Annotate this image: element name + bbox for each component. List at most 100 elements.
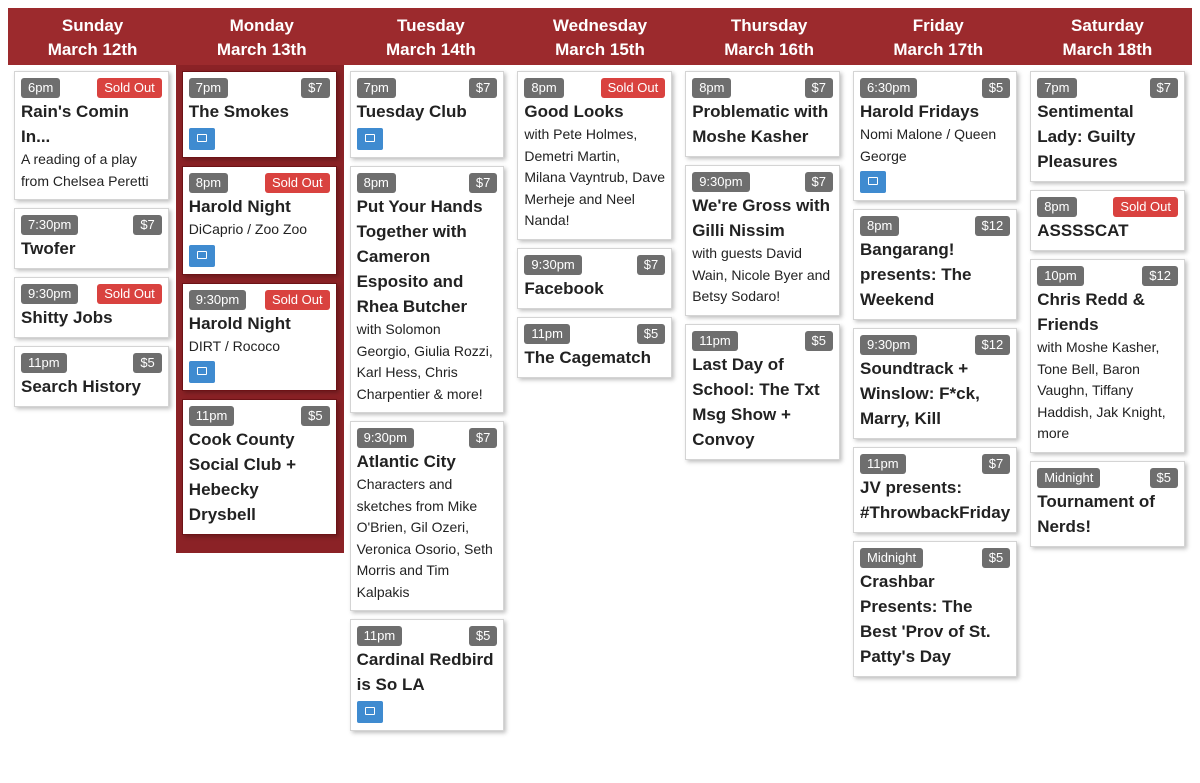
event-card[interactable]: 11pm $5 Search History — [14, 346, 169, 407]
event-title: Twofer — [21, 239, 76, 258]
price-badge: $12 — [974, 335, 1011, 355]
time-badge: 8pm — [188, 173, 229, 193]
calendar: Sunday March 12th Monday March 13th Tuesday M… — [8, 8, 1192, 778]
event-card[interactable]: 8pm Sold Out Harold Night DiCaprio / Zoo Zo… — [181, 166, 337, 275]
day-column: 6:30pm $5 Harold Fridays Nomi Malone / Quee… — [847, 65, 1024, 691]
time-badge: 7pm — [356, 78, 396, 98]
event-card[interactable]: Midnight $5 Crashbar Presents: The Best 'P… — [852, 541, 1018, 677]
ticket-icon[interactable] — [356, 701, 383, 723]
day-date: March 15th — [555, 40, 645, 59]
time-badge: 7:30pm — [21, 215, 79, 235]
event-description: DiCaprio / Zoo Zoo — [188, 221, 308, 237]
event-card[interactable]: 8pm $12 Bangarang! presents: The Weekend — [852, 209, 1018, 320]
ticket-icon[interactable] — [188, 244, 215, 267]
event-meta: 8pm Sold Out — [188, 173, 330, 193]
event-title: Last Day of School: The Txt Msg Show + C… — [692, 354, 820, 449]
ticket-icon[interactable] — [188, 128, 215, 150]
event-card[interactable]: 7pm $7 Tuesday Club — [349, 71, 505, 158]
event-meta: 6pm Sold Out — [21, 78, 162, 98]
ticket-icon[interactable] — [188, 361, 215, 383]
event-description: with Solomon Georgio, Giulia Rozzi, Karl… — [356, 321, 493, 402]
event-title: We're Gross with Gilli Nissim — [692, 196, 831, 240]
day-date: March 14th — [385, 40, 476, 59]
event-meta: 8pm Sold Out — [524, 78, 666, 98]
event-title: Problematic with Moshe Kasher — [692, 102, 829, 146]
time-badge: 6pm — [21, 78, 61, 98]
day-column: 7pm $7 The Smokes 8pm Sold Out Harold Night Di… — [175, 65, 344, 553]
price-badge: $7 — [301, 78, 330, 98]
event-card[interactable]: Midnight $5 Tournament of Nerds! — [1030, 460, 1185, 547]
time-badge: 8pm — [692, 78, 732, 98]
time-badge: 11pm — [21, 353, 67, 373]
time-badge: 8pm — [1037, 197, 1077, 217]
event-title: Good Looks — [524, 102, 624, 121]
event-description: Characters and sketches from Mike O'Brie… — [356, 476, 493, 600]
event-card[interactable]: 11pm $5 The Cagematch — [517, 316, 673, 378]
event-card[interactable]: 11pm $5 Cardinal Redbird is So LA — [349, 619, 505, 731]
price-badge: $7 — [468, 428, 498, 448]
price-badge: $5 — [468, 626, 498, 646]
event-card[interactable]: 9:30pm Sold Out Harold Night DIRT / Rococo — [181, 282, 337, 391]
event-card[interactable]: 6:30pm $5 Harold Fridays Nomi Malone / Quee… — [852, 71, 1018, 201]
time-badge: 9:30pm — [188, 289, 247, 310]
event-description: with guests David Wain, Nicole Byer and … — [692, 245, 831, 304]
time-badge: 9:30pm — [692, 172, 750, 192]
day-header: Thursday March 16th — [685, 8, 854, 65]
price-badge: $5 — [133, 353, 162, 373]
event-card[interactable]: 10pm $12 Chris Redd & Friends with Moshe Ka… — [1030, 259, 1185, 453]
event-card[interactable]: 11pm $5 Last Day of School: The Txt Msg Sh… — [685, 323, 840, 460]
event-description: with Moshe Kasher, Tone Bell, Baron Vaug… — [1037, 339, 1166, 441]
event-meta: Midnight $5 — [859, 548, 1011, 568]
sold-out-badge: Sold Out — [265, 289, 330, 310]
event-card[interactable]: 9:30pm $7 Atlantic City Characters and sket… — [349, 421, 505, 611]
event-meta: 8pm $7 — [692, 78, 833, 98]
day-header: Friday March 17th — [854, 8, 1023, 65]
event-card[interactable]: 8pm Sold Out ASSSSCAT — [1030, 190, 1185, 251]
event-card[interactable]: 9:30pm $7 We're Gross with Gilli Nissim wit… — [685, 165, 840, 316]
event-meta: 7pm $7 — [356, 78, 498, 98]
event-card[interactable]: 7pm $7 The Smokes — [181, 71, 337, 158]
event-title: ASSSSCAT — [1037, 221, 1129, 240]
ticket-icon[interactable] — [859, 171, 886, 193]
event-title: Sentimental Lady: Guilty Pleasures — [1037, 102, 1136, 171]
event-title: Harold Night — [188, 313, 291, 333]
day-name: Tuesday — [396, 16, 465, 35]
ticket-icon[interactable] — [356, 128, 383, 150]
event-title: Crashbar Presents: The Best 'Prov of St.… — [859, 572, 991, 666]
event-card[interactable]: 9:30pm $12 Soundtrack + Winslow: F*ck, Mar… — [852, 328, 1018, 439]
event-card[interactable]: 9:30pm $7 Facebook — [517, 247, 673, 309]
time-badge: 11pm — [692, 330, 738, 351]
time-badge: 7pm — [188, 78, 229, 98]
event-meta: 7:30pm $7 — [21, 215, 162, 235]
sold-out-badge: Sold Out — [97, 78, 162, 98]
day-name: Friday — [912, 16, 964, 35]
event-card[interactable]: 8pm $7 Problematic with Moshe Kasher — [685, 71, 840, 157]
event-title: Soundtrack + Winslow: F*ck, Marry, Kill — [859, 359, 980, 428]
event-card[interactable]: 7pm $7 Sentimental Lady: Guilty Pleasures — [1030, 71, 1185, 182]
event-card[interactable]: 8pm $7 Put Your Hands Together with Camero… — [349, 166, 505, 413]
event-title: Tournament of Nerds! — [1037, 491, 1155, 536]
event-meta: 8pm $7 — [356, 173, 498, 193]
calendar-header: Sunday March 12th Monday March 13th Tuesday M… — [8, 8, 1192, 65]
event-card[interactable]: 11pm $7 JV presents: #ThrowbackFriday — [852, 447, 1018, 533]
event-title: Search History — [21, 377, 141, 396]
event-card[interactable]: 7:30pm $7 Twofer — [14, 208, 169, 269]
event-meta: 8pm $12 — [859, 216, 1011, 236]
day-column: 7pm $7 Sentimental Lady: Guilty Pleasures 8… — [1024, 65, 1192, 561]
event-meta: 11pm $5 — [356, 626, 498, 646]
event-meta: 7pm $7 — [1037, 78, 1178, 98]
event-card[interactable]: 11pm $5 Cook County Social Club + Hebecky … — [181, 399, 337, 535]
event-title: Cook County Social Club + Hebecky Drysbe… — [188, 430, 297, 524]
event-title: Tuesday Club — [356, 102, 467, 121]
event-card[interactable]: 6pm Sold Out Rain's Comin In... A reading o… — [14, 71, 169, 200]
time-badge: 11pm — [188, 406, 235, 426]
time-badge: Midnight — [1037, 467, 1101, 488]
event-meta: 9:30pm $7 — [524, 254, 666, 275]
event-card[interactable]: 8pm Sold Out Good Looks with Pete Holmes, D… — [517, 71, 673, 240]
day-header: Saturday March 18th — [1023, 8, 1192, 65]
price-badge: $7 — [981, 454, 1011, 474]
time-badge: 11pm — [859, 454, 906, 474]
price-badge: $7 — [468, 78, 498, 98]
event-card[interactable]: 9:30pm Sold Out Shitty Jobs — [14, 277, 169, 338]
